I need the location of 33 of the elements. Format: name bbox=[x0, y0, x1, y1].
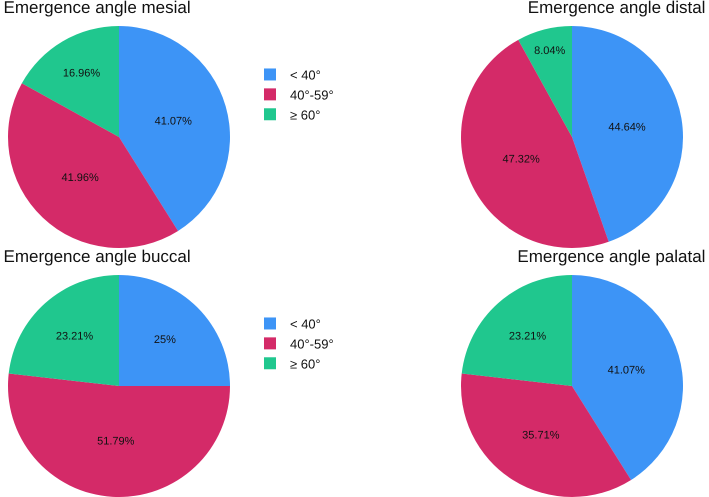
data-label: 23.21% bbox=[508, 330, 546, 342]
pie-slice bbox=[119, 26, 230, 231]
chart-title: Emergence angle palatal bbox=[517, 247, 706, 266]
data-label: 41.96% bbox=[61, 172, 100, 184]
data-label: 23.21% bbox=[56, 330, 94, 342]
pie-slice bbox=[462, 275, 572, 386]
data-label: 35.71% bbox=[522, 429, 560, 442]
pie-slice bbox=[518, 26, 572, 137]
legend-label: 40°-59° bbox=[290, 87, 334, 102]
pie-slice bbox=[119, 275, 230, 386]
data-label: 41.07% bbox=[608, 364, 646, 376]
pie-slice bbox=[461, 40, 609, 248]
chart-title: Emergence angle distal bbox=[528, 0, 706, 18]
chart-title: Emergence angle mesial bbox=[4, 0, 191, 18]
data-label: 16.96% bbox=[62, 68, 100, 80]
data-label: 25% bbox=[154, 334, 176, 346]
data-label: 47.32% bbox=[502, 154, 540, 166]
legend-label: ≥ 60° bbox=[290, 356, 320, 372]
data-label: 8.04% bbox=[534, 45, 566, 58]
pie-slice bbox=[572, 275, 683, 480]
data-label: 41.07% bbox=[154, 115, 192, 128]
legend-label: < 40° bbox=[290, 68, 321, 83]
pie-slice bbox=[461, 374, 632, 497]
pie-slice bbox=[8, 275, 119, 386]
pie-slice bbox=[22, 26, 119, 137]
legend-label: < 40° bbox=[290, 316, 321, 332]
chart-title: Emergence angle buccal bbox=[4, 247, 191, 266]
legend-label: ≥ 60° bbox=[290, 107, 320, 122]
legend-label: 40°-59° bbox=[290, 336, 334, 352]
pie-slice bbox=[8, 374, 230, 497]
pie-slice bbox=[572, 26, 683, 242]
data-label: 44.64% bbox=[608, 122, 646, 134]
data-label: 51.79% bbox=[97, 435, 135, 448]
